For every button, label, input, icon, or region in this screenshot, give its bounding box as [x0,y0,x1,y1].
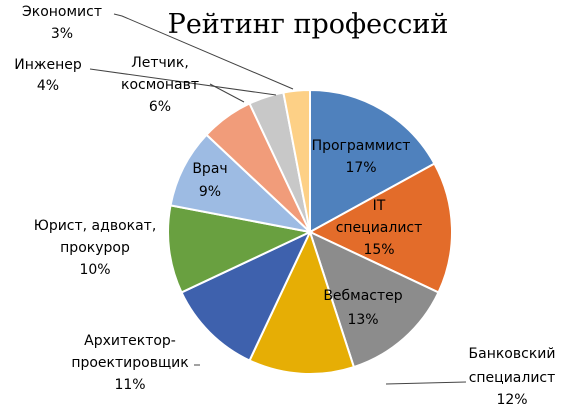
slice-label: Архитектор-проектировщик 11% [71,333,188,393]
slice-label: Юрист, адвокат, прокурор 10% [34,218,157,278]
slice-label: Инженер 4% [14,57,82,94]
leader-line [386,382,466,384]
slice-label: Летчик, космонавт 6% [121,55,199,115]
chart-title: Рейтинг профессий [168,9,449,40]
slice-label: Банковский специалист 12% [469,346,556,408]
slice-label: Экономист 3% [22,4,102,42]
